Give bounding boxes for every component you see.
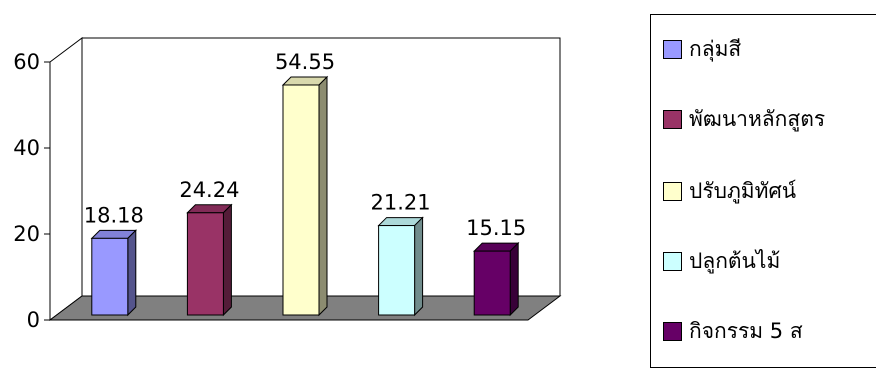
y-axis-ticks: 0 20 40 60	[13, 50, 50, 332]
legend-label: กิจกรรม 5 ส	[689, 319, 803, 343]
bar-side	[414, 216, 424, 317]
legend-label: ปรับภูมิทัศน์	[689, 179, 797, 203]
legend-label: พัฒนาหลักสูตร	[689, 107, 826, 131]
bars	[90, 75, 520, 317]
legend-item: กิจกรรม 5 ส	[663, 315, 803, 348]
bar-side	[509, 241, 519, 317]
legend-item: พัฒนาหลักสูตร	[663, 103, 825, 136]
bar	[472, 241, 520, 317]
bar-chart: 0 20 40 60 18.18 24.24 54.55 21.21 15.15	[13, 37, 562, 332]
y-tick-label: 20	[13, 222, 40, 246]
legend-label: กลุ่มสี	[689, 37, 742, 61]
y-tick-label: 60	[13, 50, 40, 74]
bar-side	[127, 229, 137, 317]
data-label: 15.15	[466, 216, 526, 240]
bar	[281, 75, 329, 317]
y-tick-label: 40	[13, 136, 40, 160]
data-label: 21.21	[371, 191, 431, 215]
data-labels: 18.18 24.24 54.55 21.21 15.15	[84, 50, 527, 240]
y-tick-label: 0	[27, 308, 40, 332]
bar-front	[378, 225, 416, 316]
bar-side	[318, 75, 328, 317]
bar	[186, 203, 233, 317]
bar-front	[91, 237, 129, 316]
legend-swatch	[663, 110, 682, 129]
legend-swatch	[663, 182, 682, 201]
legend-item: ปลูกต้นไม้	[663, 245, 780, 278]
legend-item: กลุ่มสี	[663, 33, 741, 66]
data-label: 18.18	[84, 203, 144, 227]
data-label: 54.55	[275, 50, 335, 74]
bar-front	[473, 250, 511, 316]
legend-label: ปลูกต้นไม้	[689, 249, 781, 273]
bar	[377, 216, 424, 317]
bar-front	[282, 84, 320, 316]
bar	[90, 229, 138, 317]
side-wall	[49, 37, 83, 321]
bar-front	[186, 212, 224, 316]
legend-swatch	[663, 40, 682, 59]
legend-swatch	[663, 252, 682, 271]
bar-side	[222, 203, 232, 317]
legend-swatch	[663, 322, 682, 341]
legend-item: ปรับภูมิทัศน์	[663, 175, 796, 208]
data-label: 24.24	[179, 178, 239, 202]
legend: กลุ่มสีพัฒนาหลักสูตรปรับภูมิทัศน์ปลูกต้น…	[650, 14, 876, 368]
